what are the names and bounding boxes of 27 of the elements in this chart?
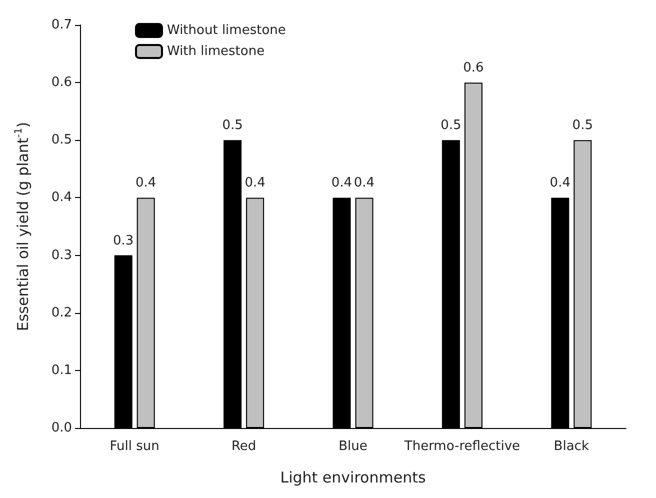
y-tick-label: 0.7	[51, 18, 72, 32]
data-label: 0.4	[331, 176, 352, 191]
x-axis-title: Light environments	[280, 468, 426, 486]
legend-label: Without limestone	[167, 23, 286, 38]
data-label: 0.3	[113, 233, 134, 248]
y-tick-label: 0.3	[51, 248, 72, 263]
y-tick-label: 0.4	[51, 190, 72, 206]
x-tick-label: Blue	[338, 439, 368, 454]
legend-label: With limestone	[167, 44, 265, 59]
data-label: 0.6	[463, 60, 484, 76]
data-label: 0.5	[440, 118, 462, 134]
data-label: 0.5	[222, 118, 243, 134]
data-label: 0.4	[136, 176, 156, 191]
x-tick-label: Full sun	[110, 439, 160, 454]
data-label: 0.5	[572, 118, 593, 134]
data-label: 0.4	[244, 176, 266, 191]
y-tick-label: 0.0	[51, 420, 72, 436]
x-tick-label: Red	[231, 439, 256, 454]
y-tick-label: 0.6	[51, 75, 72, 90]
y-tick-label: 0.1	[51, 362, 72, 378]
y-tick-label: 0.5	[51, 132, 72, 148]
data-label: 0.4	[550, 176, 570, 191]
x-tick-label: Thermo-reflective	[403, 439, 520, 454]
y-axis-title: Essential oil yield (g plant-1)	[14, 122, 32, 332]
x-tick-label: Black	[554, 439, 590, 454]
data-label: 0.4	[354, 176, 375, 191]
y-tick-label: 0.2	[51, 305, 72, 320]
